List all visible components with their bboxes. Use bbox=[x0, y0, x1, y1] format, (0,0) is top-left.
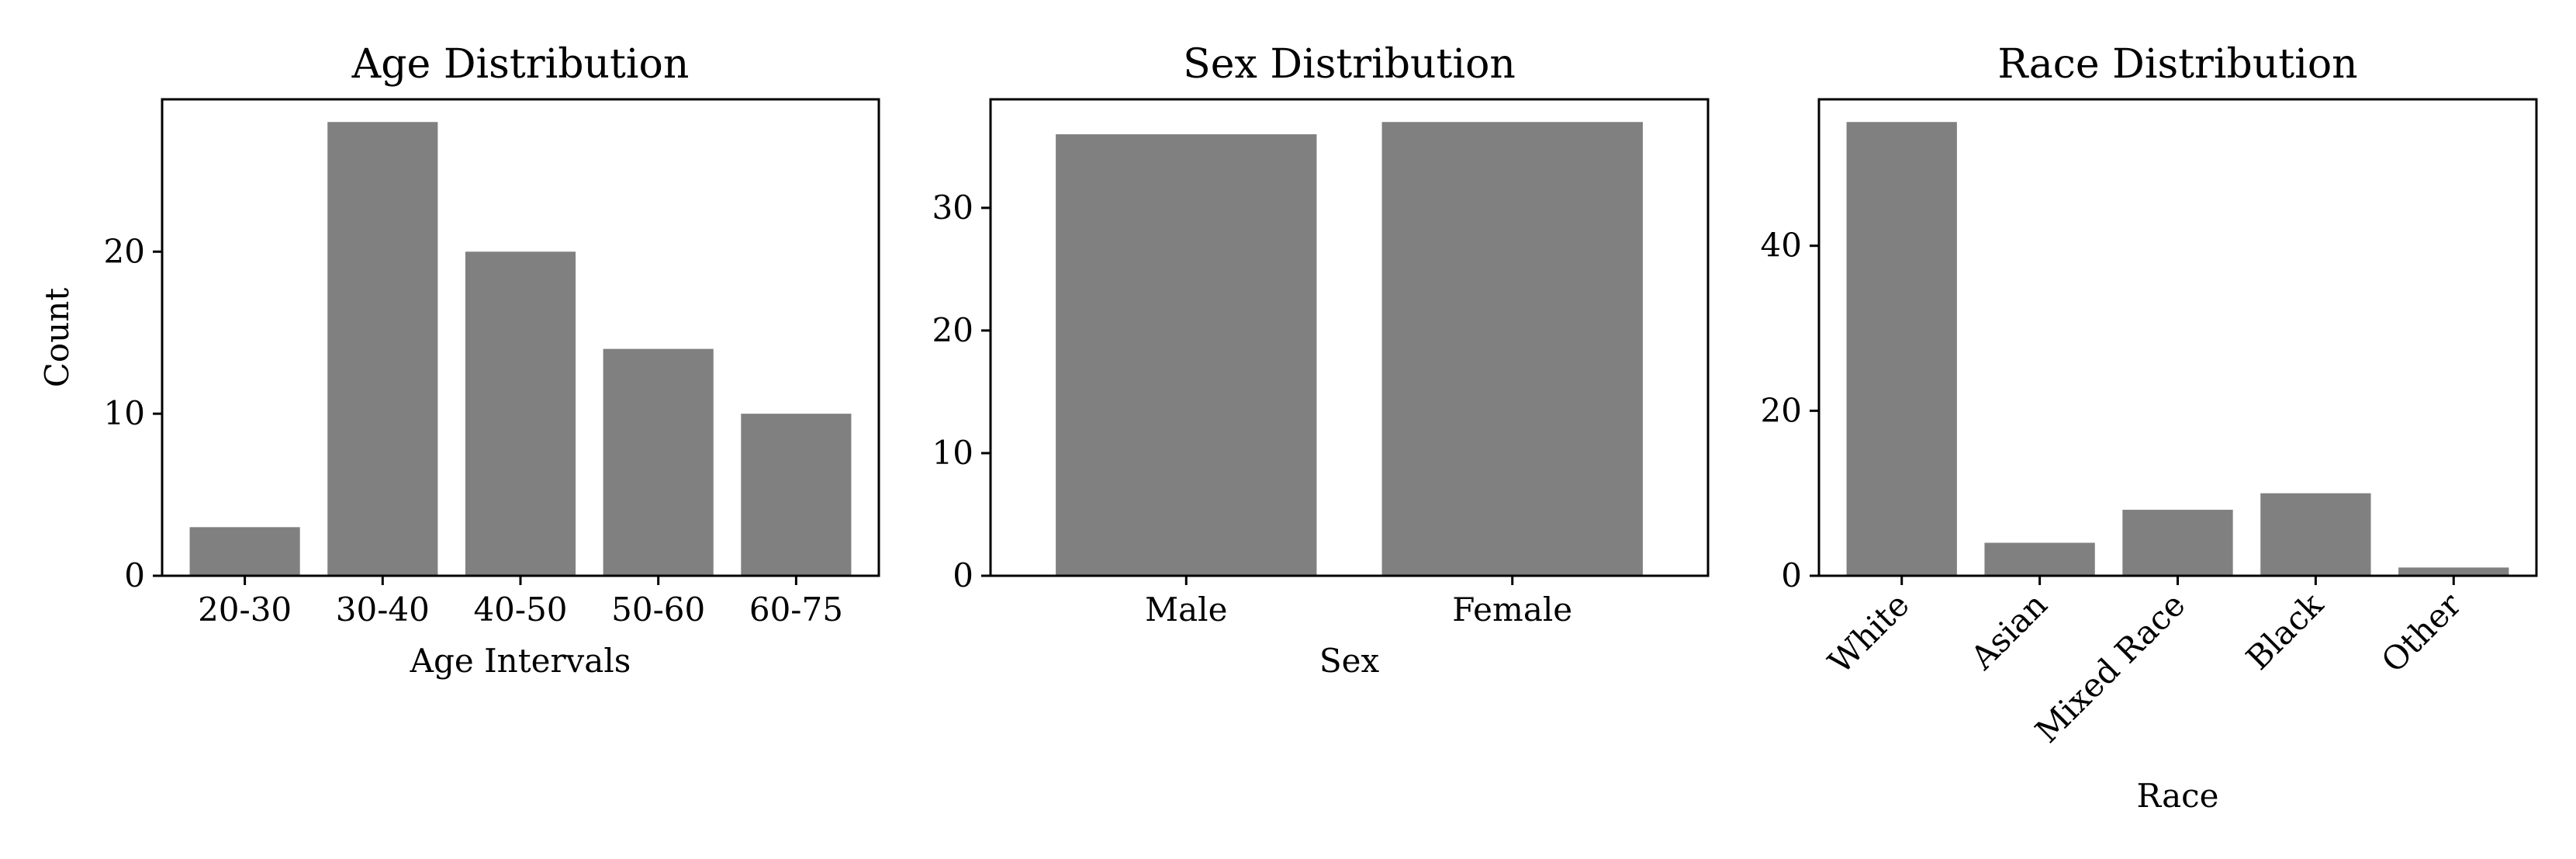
bar-50-60 bbox=[603, 348, 714, 576]
y-tick-label: 0 bbox=[1781, 556, 1802, 594]
x-tick-label: Black bbox=[2239, 585, 2331, 677]
x-tick-label: 50-60 bbox=[611, 591, 705, 629]
x-tick-label: Female bbox=[1452, 591, 1572, 629]
y-tick-label: 20 bbox=[932, 311, 973, 349]
bar-other bbox=[2398, 567, 2509, 576]
axes-frame bbox=[989, 98, 1710, 577]
x-tick-label: Other bbox=[2374, 585, 2469, 680]
x-tick-label: 60-75 bbox=[749, 591, 843, 629]
chart-title: Race Distribution bbox=[1997, 41, 2357, 88]
x-axis-label: Age Intervals bbox=[410, 642, 631, 680]
bar-white bbox=[1846, 122, 1957, 576]
bar-female bbox=[1381, 122, 1643, 576]
bar-male bbox=[1056, 134, 1317, 576]
y-axis-label: Count bbox=[38, 288, 76, 388]
x-tick-label: 20-30 bbox=[198, 591, 292, 629]
chart-panel-2: 0 10 20 30 Male Female Sex Distribution Sex bbox=[932, 41, 1710, 680]
x-tick-label: 30-40 bbox=[336, 591, 430, 629]
x-tick-label: Male bbox=[1145, 591, 1227, 629]
y-tick-label: 40 bbox=[1761, 227, 1802, 265]
x-tick-label: Mixed Race bbox=[2028, 585, 2192, 750]
chart-title: Sex Distribution bbox=[1183, 41, 1516, 88]
y-tick-label: 30 bbox=[932, 189, 973, 227]
bar-mixed-race bbox=[2122, 509, 2233, 576]
chart-title: Age Distribution bbox=[351, 41, 690, 88]
x-axis-label: Race bbox=[2136, 777, 2218, 815]
y-tick-label: 0 bbox=[124, 556, 145, 594]
y-tick-label: 0 bbox=[953, 556, 973, 594]
bar-asian bbox=[1984, 542, 2095, 576]
y-tick-label: 10 bbox=[104, 394, 145, 432]
bar-30-40 bbox=[327, 122, 438, 576]
bar-20-30 bbox=[189, 527, 300, 576]
bar-40-50 bbox=[465, 251, 576, 576]
x-tick-label: 40-50 bbox=[473, 591, 567, 629]
bar-black bbox=[2260, 493, 2371, 576]
bar-60-75 bbox=[741, 414, 852, 576]
x-tick-label: Asian bbox=[1962, 585, 2054, 677]
y-tick-label: 20 bbox=[1761, 391, 1802, 429]
x-axis-label: Sex bbox=[1319, 642, 1380, 680]
x-tick-label: White bbox=[1820, 585, 1916, 681]
y-tick-label: 20 bbox=[104, 232, 145, 270]
chart-panel-1: 0 10 20 20-30 30-40 40-50 50-60 60-75 Age Distri… bbox=[38, 41, 880, 680]
y-tick-label: 10 bbox=[932, 434, 973, 472]
